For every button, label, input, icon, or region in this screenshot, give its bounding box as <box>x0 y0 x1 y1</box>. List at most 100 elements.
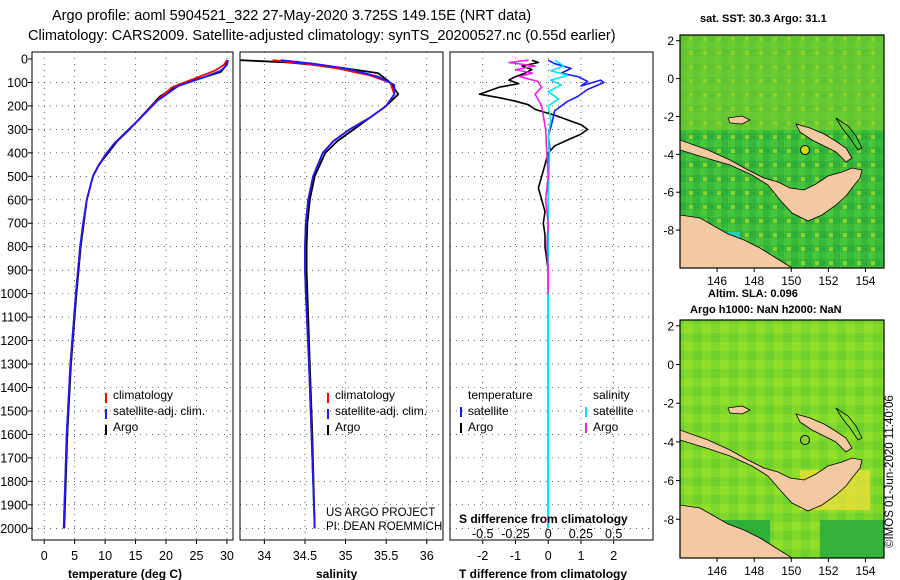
new-ireland-island <box>835 407 863 441</box>
sla-map-subtitle: Argo h1000: NaN h2000: NaN <box>690 304 842 316</box>
salinity-legend: climatology satellite-adj. clim. Argo <box>327 388 427 435</box>
t-difference-tick-labels: -2 -1 0 1 2 <box>477 540 617 563</box>
lon-tick-label: 154 <box>855 564 875 578</box>
y-tick-label: 300 <box>7 123 28 137</box>
new-guinea-land <box>680 429 863 512</box>
s-difference-tick-labels: -0.5 -0.25 0 0.25 0.5 <box>472 527 622 541</box>
lon-tick-label: 146 <box>707 564 727 578</box>
series-argo <box>240 59 400 529</box>
lat-tick-label: -6 <box>663 474 674 488</box>
new-guinea-south-land <box>680 504 793 558</box>
lat-tick-label: -8 <box>663 224 674 238</box>
temperature-panel: 0100200300400500600700800900100011001200… <box>0 51 234 580</box>
argo-float-marker <box>800 145 810 155</box>
x-tick-label: 34 <box>257 549 271 563</box>
temperature-legend: climatology satellite-adj. clim. Argo <box>105 388 205 435</box>
y-tick-label: 1900 <box>0 498 28 512</box>
y-tick-label: 0 <box>21 53 28 67</box>
sst-lon-tick-labels: 146 148 150 152 154 <box>707 268 876 288</box>
x-tick-label: 2 <box>610 549 617 563</box>
s-tick-label: -0.5 <box>472 527 494 541</box>
credit-text: ©IMOS 01-Jun-2020 11:40:06 <box>884 395 896 548</box>
y-tick-label: 200 <box>7 99 28 113</box>
sst-warm-patch <box>680 35 884 130</box>
sla-map-frame <box>679 319 885 559</box>
salinity-panel: 34 34.5 35 35.5 36 salinity climatology sate… <box>239 51 444 580</box>
legend-t-argo-label: Argo <box>468 420 494 434</box>
legend-satellite-adj-label: satellite-adj. clim. <box>113 404 205 418</box>
new-guinea-land <box>680 139 863 222</box>
s-tick-label: 0 <box>545 527 552 541</box>
x-tick-label: 34.5 <box>293 549 317 563</box>
y-tick-label: 700 <box>7 217 28 231</box>
legend-temperature-title: temperature <box>468 388 533 402</box>
series-s-argo <box>508 59 550 294</box>
y-tick-label: 1800 <box>0 475 28 489</box>
lon-tick-label: 148 <box>744 564 764 578</box>
y-tick-label: 500 <box>7 170 28 184</box>
new-ireland-island <box>835 117 863 151</box>
sst-map: sat. SST: 30.3 Argo: 31.1 2 0 -2 -4 -6 -8 146… <box>663 13 885 288</box>
temperature-axis-label: temperature (deg C) <box>68 567 182 580</box>
x-tick-label: 0 <box>41 549 48 563</box>
lat-tick-label: -6 <box>663 186 674 200</box>
x-tick-label: -2 <box>477 549 488 563</box>
x-tick-label: 10 <box>98 549 112 563</box>
y-tick-label: 1400 <box>0 381 28 395</box>
sla-low-patch-east <box>820 520 884 558</box>
y-tick-label: 800 <box>7 240 28 254</box>
manus-island <box>727 115 751 125</box>
lon-tick-label: 148 <box>744 274 764 288</box>
x-tick-label: 20 <box>159 549 173 563</box>
x-tick-label: 1 <box>577 549 584 563</box>
y-tick-label: 1600 <box>0 428 28 442</box>
x-tick-label: 15 <box>129 549 143 563</box>
temperature-tick-labels: 0 5 10 15 20 25 30 <box>41 540 234 563</box>
sla-map-title: Altim. SLA: 0.096 <box>708 288 798 300</box>
y-tick-label: 900 <box>7 264 28 278</box>
lat-tick-label: -8 <box>663 513 674 527</box>
x-tick-label: 5 <box>71 549 78 563</box>
y-tick-label: 600 <box>7 193 28 207</box>
salinity-grid <box>240 52 443 540</box>
lat-tick-label: 0 <box>667 72 674 86</box>
lon-tick-label: 150 <box>781 564 801 578</box>
legend-climatology-label: climatology <box>335 388 395 402</box>
s-tick-label: 0.25 <box>569 527 593 541</box>
argo-float-marker <box>800 435 810 445</box>
x-tick-label: 35.5 <box>374 549 398 563</box>
y-tick-label: 1100 <box>1 311 28 325</box>
legend-t-satellite-label: satellite <box>468 404 509 418</box>
series-climatology <box>272 59 396 529</box>
salinity-tick-labels: 34 34.5 35 35.5 36 <box>257 540 434 563</box>
salinity-series <box>240 59 400 529</box>
temperature-series <box>62 59 229 529</box>
title-line-2: Climatology: CARS2009. Satellite-adjuste… <box>28 28 616 44</box>
legend-s-satellite-label: satellite <box>593 404 634 418</box>
salinity-axis-label: salinity <box>316 567 358 580</box>
legend-satellite-adj-label: satellite-adj. clim. <box>335 404 427 418</box>
s-tick-label: -0.25 <box>501 527 530 541</box>
y-tick-label: 1500 <box>0 404 28 418</box>
salinity-plot-frame <box>239 51 444 541</box>
lat-tick-label: 2 <box>667 34 674 48</box>
pi-annotation: PI: DEAN ROEMMICH <box>326 521 442 533</box>
lat-tick-label: -4 <box>663 435 674 449</box>
series-satellite-adj-clim- <box>62 59 229 529</box>
lat-tick-label: -4 <box>663 148 674 162</box>
y-tick-label: 1000 <box>0 287 28 301</box>
legend-salinity-title: salinity <box>593 388 630 402</box>
y-tick-label: 100 <box>7 76 28 90</box>
x-tick-label: 25 <box>190 549 204 563</box>
y-tick-label: 1200 <box>0 334 28 348</box>
sla-lon-tick-labels: 146 148 150 152 154 <box>707 558 876 578</box>
legend-argo-label: Argo <box>335 420 361 434</box>
manus-island <box>727 405 751 415</box>
lat-tick-label: 2 <box>667 319 674 333</box>
series-argo <box>63 60 228 529</box>
legend-s-argo-label: Argo <box>593 420 619 434</box>
series-satellite-adj-clim- <box>280 59 396 529</box>
difference-panel: -2 -1 0 1 2 -0.5 -0.25 0 0.25 0.5 S difference f… <box>449 51 654 580</box>
new-britain-island <box>795 413 853 453</box>
